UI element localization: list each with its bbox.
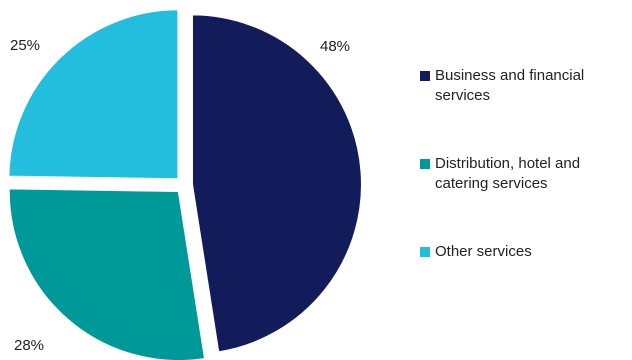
- pie-slices: [7, 8, 363, 360]
- data-label-other-services: 25%: [10, 37, 40, 54]
- data-label-distribution-hotel-and-catering-services: 28%: [14, 337, 44, 354]
- legend-swatch-business-financial: [420, 71, 430, 81]
- legend-label-other-services: Other services: [435, 243, 532, 260]
- pie-data-labels: 48% 28% 25%: [10, 37, 350, 354]
- legend-label-distribution-hotel-catering: Distribution, hotel and catering service…: [435, 155, 581, 192]
- legend-label-business-financial: Business and financial services: [435, 67, 585, 104]
- pie-slice-other-services: [7, 8, 180, 181]
- pie-slice-distribution-hotel-and-catering-services: [7, 187, 207, 360]
- legend-swatch-distribution-hotel-catering: [420, 159, 430, 169]
- legend-item-distribution-hotel-catering: Distribution, hotel and catering service…: [420, 154, 630, 194]
- data-label-business-and-financial-services: 48%: [320, 38, 350, 55]
- legend-swatch-other-services: [420, 247, 430, 257]
- legend-item-business-financial: Business and financial services: [420, 66, 630, 106]
- chart-legend: Business and financial services Distribu…: [420, 66, 630, 262]
- pie-slice-business-and-financial-services: [190, 13, 363, 354]
- legend-item-other-services: Other services: [420, 242, 630, 262]
